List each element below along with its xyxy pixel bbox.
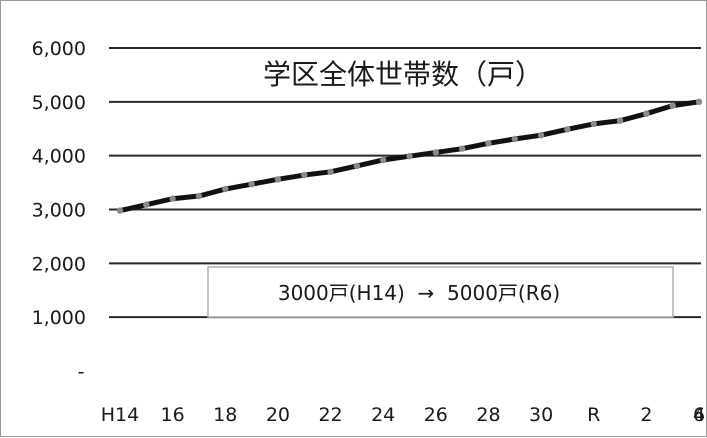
data-point <box>169 195 176 202</box>
data-point <box>116 207 124 214</box>
data-point <box>406 153 413 160</box>
data-point <box>248 180 255 188</box>
data-point <box>432 149 440 156</box>
data-point <box>537 132 545 139</box>
x-tick-label: 2 <box>640 404 652 426</box>
data-point <box>301 171 308 179</box>
data-point <box>222 185 229 193</box>
y-tick-label: 1,000 <box>32 307 86 329</box>
x-tick-label: H14 <box>101 404 139 426</box>
data-point <box>695 98 703 106</box>
data-point <box>353 162 361 170</box>
y-tick-label: 5,000 <box>32 92 86 114</box>
annotation-box: 3000戸(H14) → 5000戸(R6) <box>207 266 674 318</box>
series-layer <box>116 98 703 214</box>
data-point <box>643 110 650 117</box>
x-tick-label: 30 <box>529 404 553 426</box>
annotation-text: 3000戸(H14) → 5000戸(R6) <box>278 281 560 305</box>
x-tick-label: 16 <box>161 404 185 426</box>
x-tick-label: R <box>587 404 600 426</box>
data-point <box>195 192 203 200</box>
x-tick-label: 4 <box>693 404 705 426</box>
data-point <box>143 201 150 208</box>
data-point <box>274 176 282 183</box>
x-tick-label: 18 <box>213 404 237 426</box>
data-point <box>485 140 492 147</box>
x-tick-label: 20 <box>266 404 290 426</box>
x-tick-label: 22 <box>318 404 342 426</box>
y-tick-label: 6,000 <box>32 38 86 60</box>
data-point <box>379 156 387 164</box>
x-axis-tick-labels: H14 16 18 20 22 24 26 28 30 R 2 46 <box>101 404 705 426</box>
data-point <box>669 102 676 109</box>
y-tick-label: - <box>78 361 85 383</box>
data-point <box>327 168 334 176</box>
data-point <box>616 117 624 124</box>
data-point <box>511 135 518 143</box>
x-tick-label: 6 <box>693 404 705 426</box>
data-point <box>590 120 597 128</box>
x-tick-label: 26 <box>424 404 448 426</box>
y-axis-tick-labels: 6,000 5,000 4,000 3,000 2,000 1,000 - <box>32 38 86 383</box>
x-tick-label: 24 <box>371 404 395 426</box>
x-tick-label: 28 <box>476 404 500 426</box>
data-point <box>458 145 466 152</box>
chart-title: 学区全体世帯数（戸） <box>263 58 543 91</box>
y-tick-label: 4,000 <box>32 146 86 168</box>
y-tick-label: 2,000 <box>32 253 86 275</box>
data-point <box>564 126 571 133</box>
y-tick-label: 3,000 <box>32 200 86 222</box>
